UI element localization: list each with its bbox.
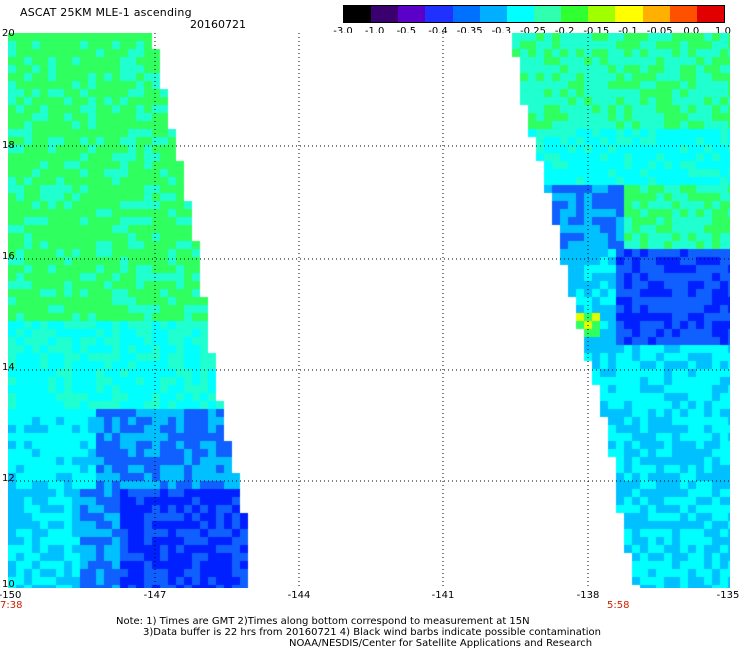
lon-label-138: -138 bbox=[576, 590, 600, 601]
colorbar-tick-label: -0.35 bbox=[456, 26, 483, 37]
colorbar-segment bbox=[371, 6, 399, 22]
gridlines bbox=[8, 33, 730, 588]
colorbar-segment bbox=[588, 6, 616, 22]
wind-map bbox=[8, 33, 730, 588]
note-line-3: NOAA/NESDIS/Center for Satellite Applica… bbox=[289, 638, 593, 649]
lon-label-147: -147 bbox=[143, 590, 167, 601]
lon-label-150: -150 bbox=[0, 590, 22, 601]
note-line-2: 3)Data buffer is 22 hrs from 20160721 4)… bbox=[143, 627, 601, 638]
colorbar-segment bbox=[533, 6, 562, 22]
colorbar-tick-label: -0.2 bbox=[554, 26, 575, 37]
colorbar-segment bbox=[561, 6, 589, 22]
swath-canvas bbox=[8, 33, 730, 588]
colorbar-tick-label: -3.0 bbox=[333, 26, 353, 37]
time-label-left: 7:38 bbox=[0, 600, 23, 611]
colorbar-segment bbox=[615, 6, 643, 22]
colorbar-tick-label: -0.1 bbox=[618, 26, 638, 37]
colorbar-tick-label: 1.0 bbox=[715, 26, 731, 37]
lon-label-144: -144 bbox=[287, 590, 311, 601]
chart-title: ASCAT 25KM MLE-1 ascending bbox=[20, 6, 192, 19]
lat-label-10: 10 bbox=[2, 579, 15, 590]
lat-label-16: 16 bbox=[2, 251, 15, 262]
colorbar-segment bbox=[642, 6, 670, 22]
lon-label-141: -141 bbox=[431, 590, 455, 601]
colorbar-segment bbox=[344, 6, 372, 22]
colorbar bbox=[343, 5, 725, 23]
lat-label-18: 18 bbox=[2, 140, 15, 151]
colorbar-segment bbox=[506, 6, 534, 22]
colorbar-tick-label: -0.25 bbox=[520, 26, 546, 37]
lat-label-14: 14 bbox=[2, 362, 15, 373]
colorbar-tick-label: -1.0 bbox=[364, 26, 385, 37]
lon-label-135: -135 bbox=[716, 590, 740, 601]
colorbar-tick-label: -0.05 bbox=[646, 26, 673, 37]
colorbar-segment bbox=[452, 6, 480, 22]
note-line-1: Note: 1) Times are GMT 2)Times along bot… bbox=[116, 616, 530, 627]
chart-date: 20160721 bbox=[190, 18, 246, 31]
lat-label-12: 12 bbox=[2, 473, 15, 484]
colorbar-tick-label: -0.3 bbox=[491, 26, 512, 37]
colorbar-segment bbox=[398, 6, 426, 22]
time-label-right: 5:58 bbox=[607, 600, 630, 611]
colorbar-tick-label: -0.5 bbox=[396, 26, 417, 37]
colorbar-segment bbox=[696, 6, 724, 22]
lat-label-20: 20 bbox=[2, 28, 15, 39]
colorbar-tick-label: -0.15 bbox=[583, 26, 610, 37]
colorbar-tick-label: 0.0 bbox=[683, 26, 700, 37]
colorbar-tick-label: -0.4 bbox=[428, 26, 448, 37]
colorbar-segment bbox=[479, 6, 507, 22]
colorbar-segment bbox=[669, 6, 697, 22]
colorbar-segment bbox=[425, 6, 453, 22]
